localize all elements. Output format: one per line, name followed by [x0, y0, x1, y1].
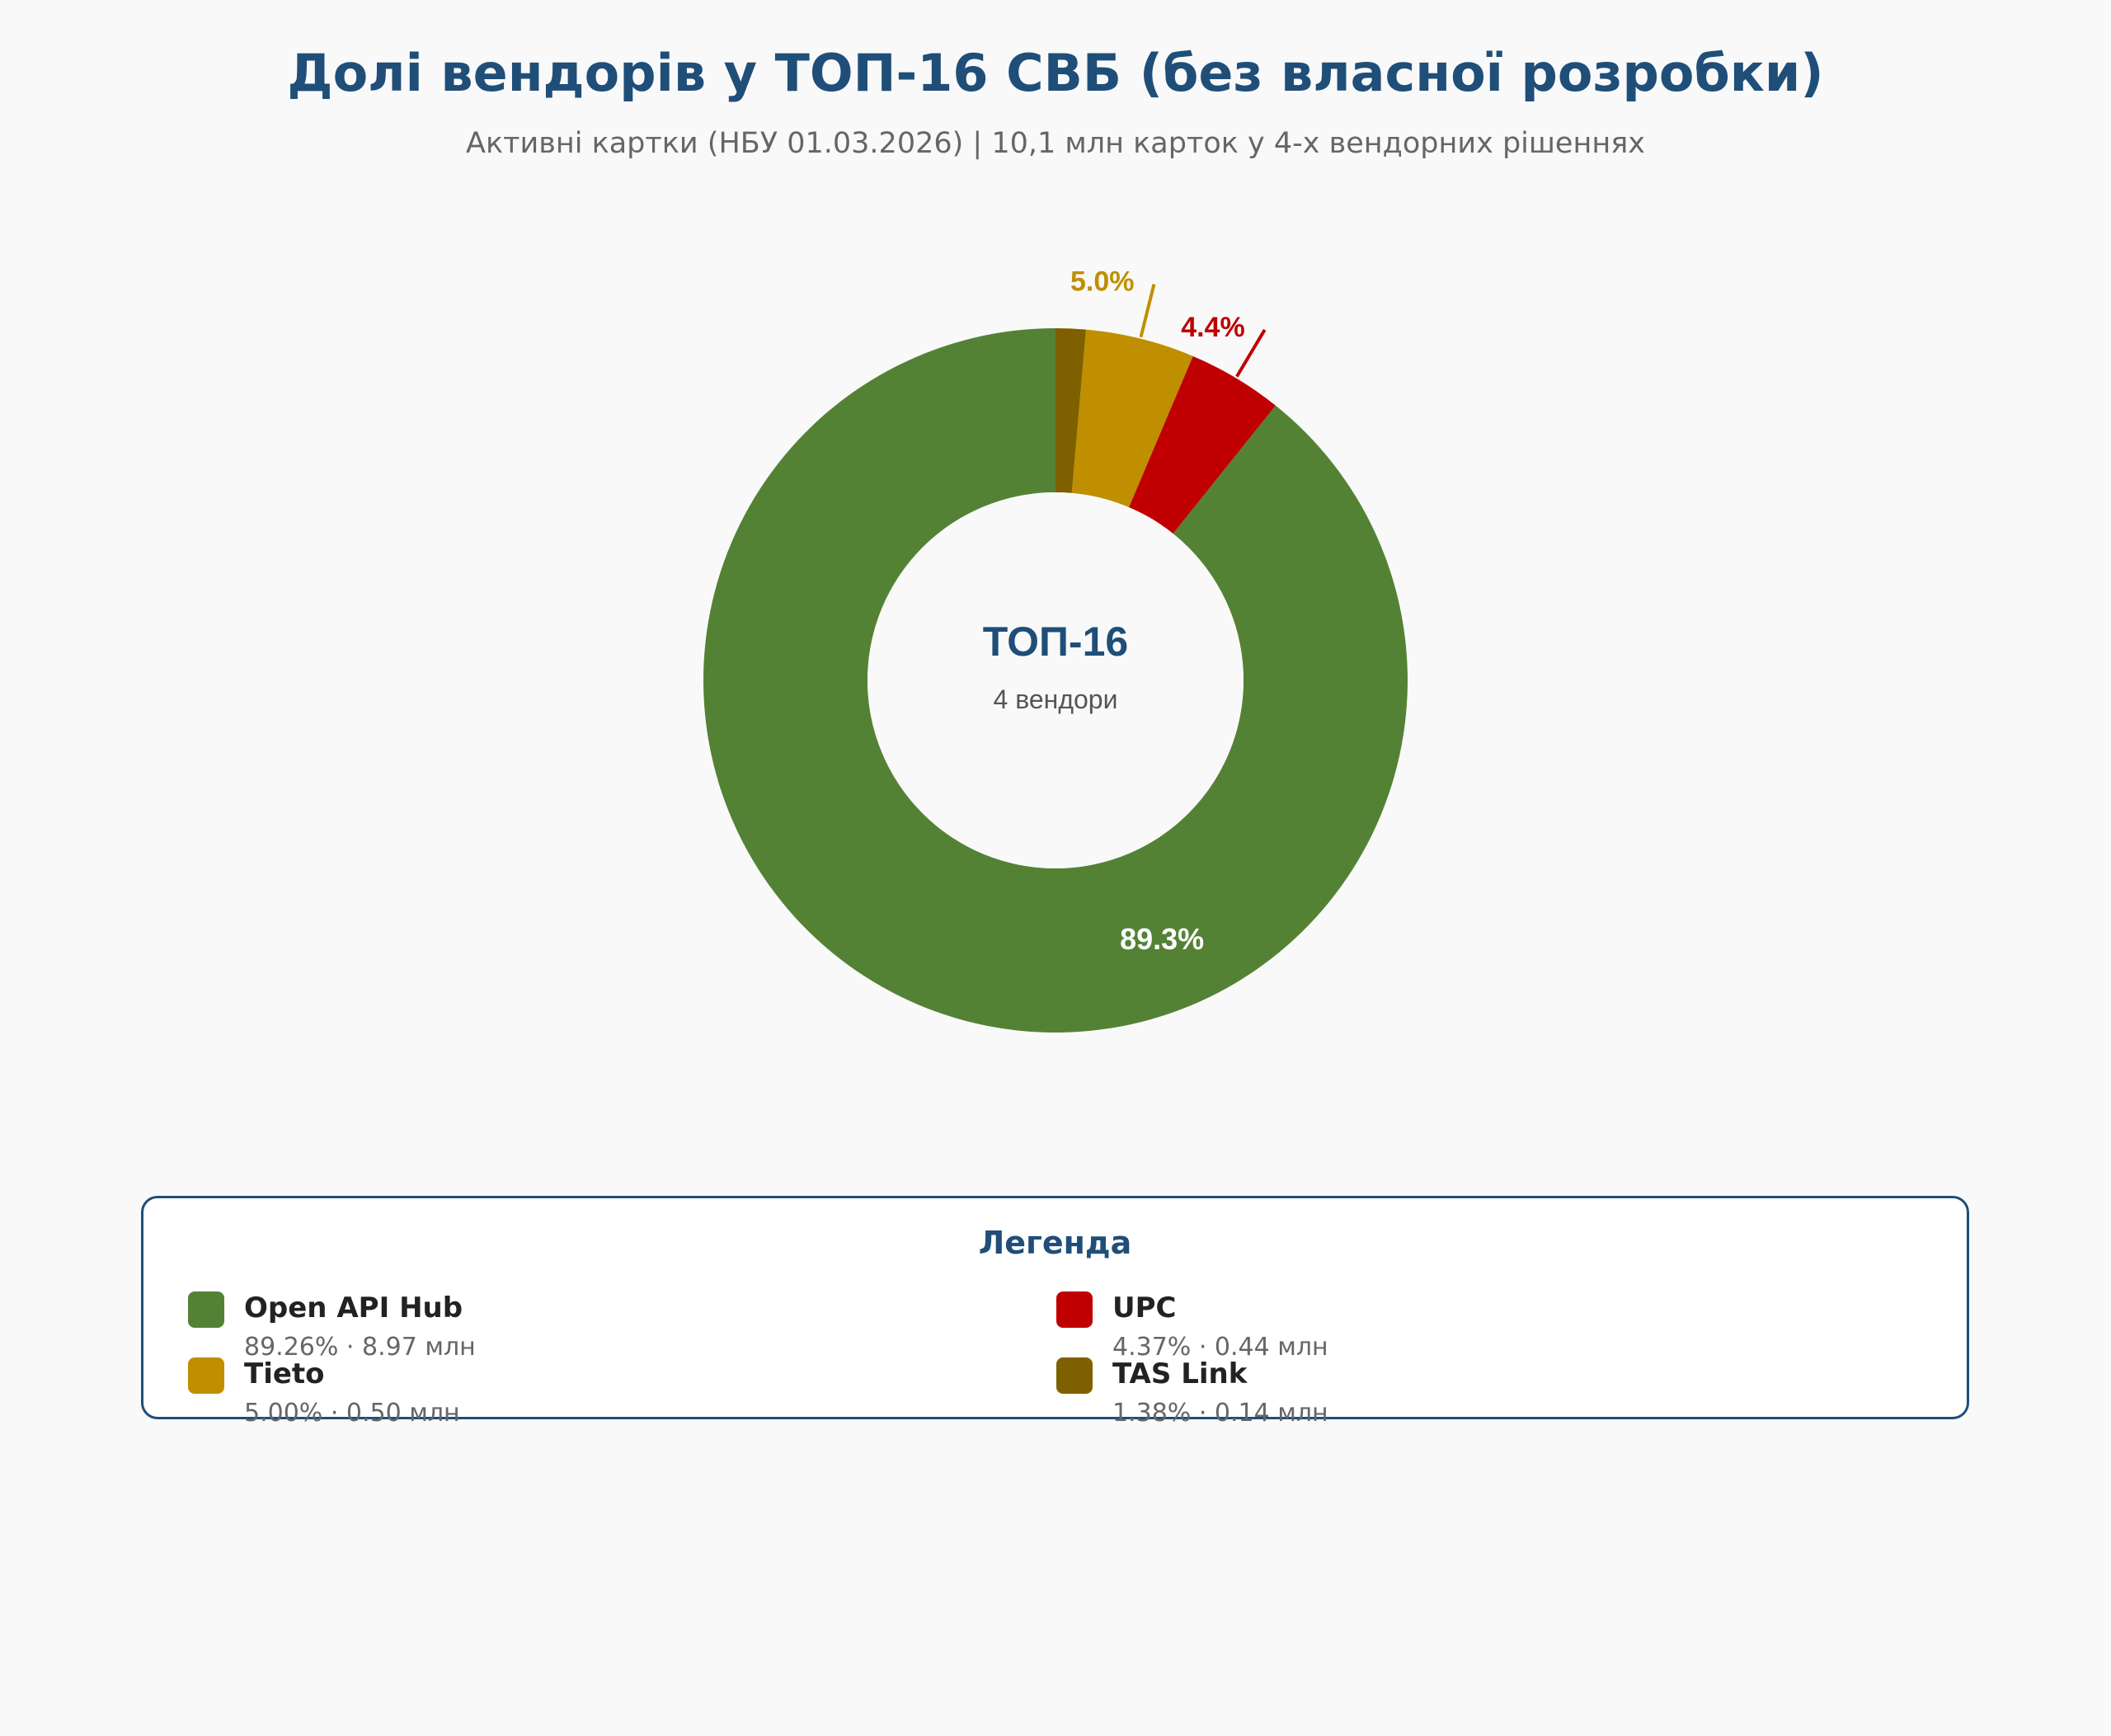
- legend-panel: Легенда Open API Hub 89.26% · 8.97 млн U…: [141, 1196, 1969, 1428]
- legend-swatch: [1056, 1357, 1093, 1394]
- legend-item-open-api-hub: Open API Hub 89.26% · 8.97 млн: [188, 1287, 930, 1362]
- slice-upc: [1128, 355, 1276, 534]
- legend-item-tas-link: TAS Link 1.38% · 0.14 млн: [1056, 1353, 1798, 1428]
- leader-line-tieto: [1139, 284, 1156, 338]
- legend-name: UPC: [1112, 1291, 1177, 1324]
- donut-hole: [867, 492, 1244, 868]
- legend-swatch: [188, 1357, 224, 1394]
- chart-title: Долі вендорів у ТОП-16 СВБ (без власної …: [287, 43, 1824, 103]
- legend-item-tieto: Tieto 5.00% · 0.50 млн: [188, 1353, 930, 1428]
- legend-detail: 5.00% · 0.50 млн: [244, 1399, 460, 1428]
- legend-detail: 1.38% · 0.14 млн: [1112, 1399, 1328, 1428]
- leader-line-upc: [1235, 328, 1267, 378]
- slice-tas-link: [1056, 328, 1086, 493]
- slice-labels: 89.3% 4.4% 5.0%: [1070, 266, 1267, 956]
- slice-tieto: [1071, 329, 1193, 508]
- legend-title: Легенда: [978, 1225, 1132, 1261]
- center-subtitle: 4 вендори: [994, 685, 1118, 714]
- donut-slices: [703, 328, 1408, 1033]
- center-title: ТОП-16: [983, 619, 1128, 665]
- legend-swatch: [188, 1291, 224, 1328]
- legend-swatch: [1056, 1291, 1093, 1328]
- donut-chart: 89.3% 4.4% 5.0% ТОП-16 4 вендори: [703, 266, 1408, 1033]
- slice-label-tieto: 5.0%: [1070, 266, 1135, 298]
- legend-name: TAS Link: [1112, 1357, 1248, 1390]
- legend-name: Open API Hub: [244, 1291, 463, 1324]
- legend-name: Tieto: [244, 1357, 325, 1390]
- legend-detail: 4.37% · 0.44 млн: [1112, 1333, 1328, 1362]
- slice-label-open-api-hub: 89.3%: [1120, 922, 1204, 956]
- slice-open-api-hub: [703, 328, 1408, 1033]
- legend-detail: 89.26% · 8.97 млн: [244, 1333, 476, 1362]
- legend-item-upc: UPC 4.37% · 0.44 млн: [1056, 1287, 1798, 1362]
- chart-subtitle: Активні картки (НБУ 01.03.2026) | 10,1 м…: [466, 127, 1645, 160]
- slice-label-upc: 4.4%: [1181, 312, 1245, 343]
